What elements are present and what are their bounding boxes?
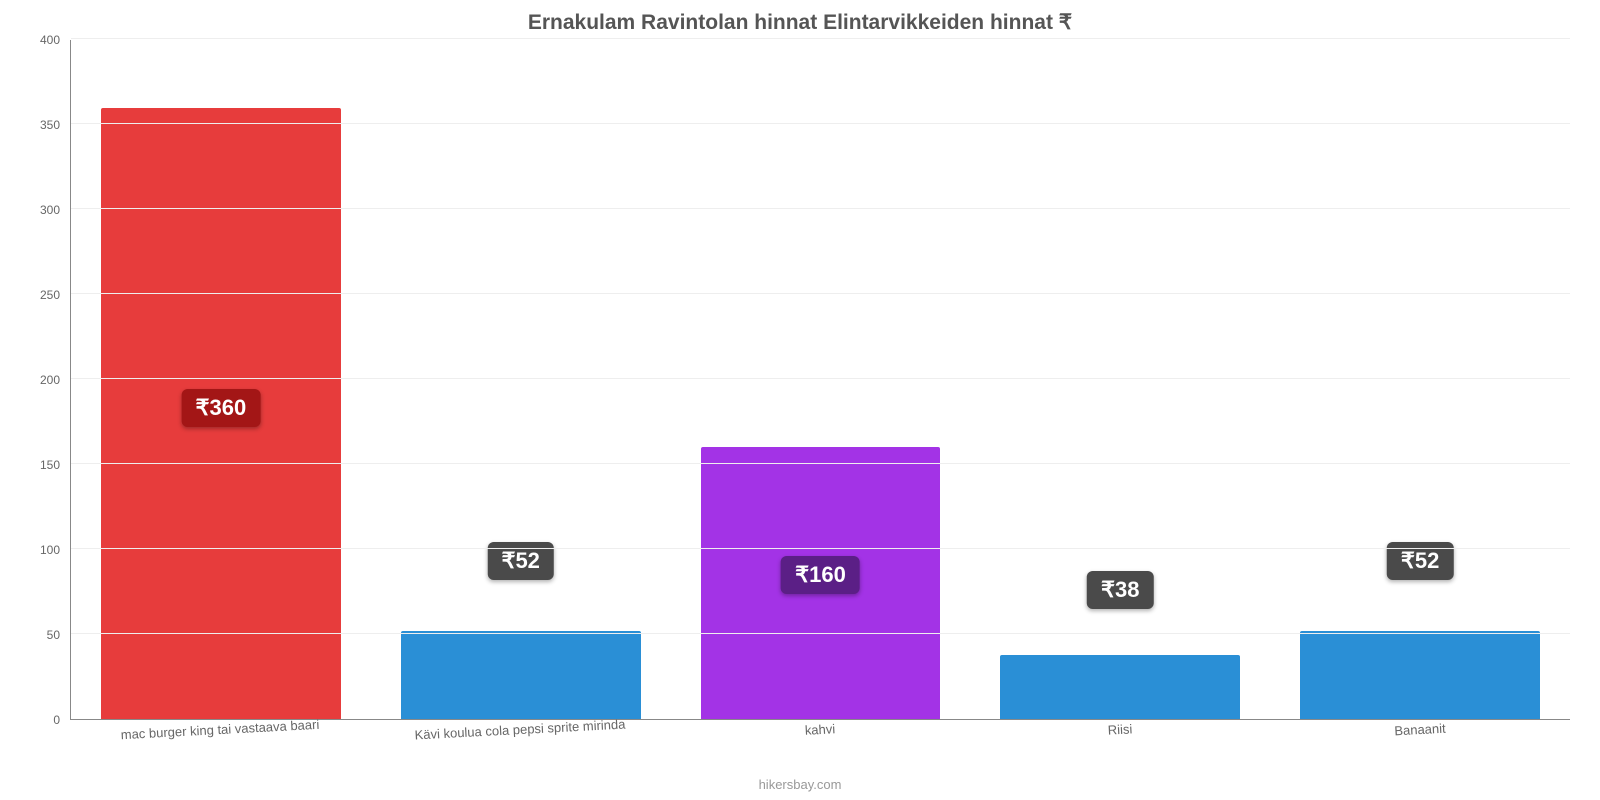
bar-slot: ₹52 — [371, 40, 671, 719]
gridline — [71, 548, 1570, 549]
value-badge: ₹38 — [1087, 571, 1153, 609]
y-tick-label: 50 — [10, 628, 60, 642]
bar-slot: ₹360 — [71, 40, 371, 719]
gridline — [71, 38, 1570, 39]
bar: ₹160 — [701, 447, 941, 719]
bar: ₹52 — [1300, 631, 1540, 719]
gridline — [71, 293, 1570, 294]
gridline — [71, 378, 1570, 379]
gridline — [71, 208, 1570, 209]
y-tick-label: 100 — [10, 543, 60, 557]
attribution-text: hikersbay.com — [0, 777, 1600, 792]
value-badge: ₹360 — [182, 389, 261, 427]
y-tick-label: 0 — [10, 713, 60, 727]
y-tick-label: 200 — [10, 373, 60, 387]
gridline — [71, 123, 1570, 124]
bar-slot: ₹160 — [671, 40, 971, 719]
chart-title: Ernakulam Ravintolan hinnat Elintarvikke… — [0, 10, 1600, 35]
bars-container: ₹360 ₹52 ₹160 ₹38 ₹52 — [71, 40, 1570, 719]
value-badge: ₹160 — [781, 556, 860, 594]
y-tick-label: 150 — [10, 458, 60, 472]
y-tick-label: 400 — [10, 33, 60, 47]
y-tick-label: 350 — [10, 118, 60, 132]
bar: ₹360 — [101, 108, 341, 719]
gridline — [71, 633, 1570, 634]
plot-area: ₹360 ₹52 ₹160 ₹38 ₹52 — [70, 40, 1570, 720]
x-axis-labels: mac burger king tai vastaava baariKävi k… — [70, 722, 1570, 737]
bar-slot: ₹38 — [970, 40, 1270, 719]
y-tick-label: 300 — [10, 203, 60, 217]
bar: ₹52 — [401, 631, 641, 719]
y-tick-label: 250 — [10, 288, 60, 302]
gridline — [71, 463, 1570, 464]
bar: ₹38 — [1000, 655, 1240, 720]
bar-slot: ₹52 — [1270, 40, 1570, 719]
price-bar-chart: Ernakulam Ravintolan hinnat Elintarvikke… — [0, 0, 1600, 800]
